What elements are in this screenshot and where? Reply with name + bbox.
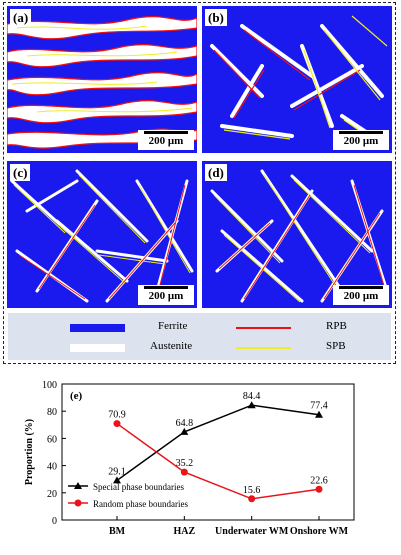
micrograph-panel-d: (d) 200 μm [202, 161, 392, 308]
series-1-data-label-3: 22.6 [310, 475, 328, 486]
legend-label-0: Special phase boundaries [93, 482, 184, 492]
phase-legend: Ferrite Austenite RPB SPB [8, 313, 391, 360]
spb-line [236, 347, 291, 349]
series-1-data-label-1: 35.2 [176, 458, 194, 469]
y-tick-label-2: 40 [47, 462, 57, 473]
micrograph-panel-c: (c) 200 μm [7, 161, 197, 308]
series-1-data-label-2: 15.6 [243, 485, 261, 496]
series-line-0 [116, 404, 320, 482]
panel-label-c: (c) [10, 164, 31, 181]
series-1-point-2 [248, 495, 256, 503]
scalebar-label-c: 200 μm [148, 290, 184, 302]
series-1-point-0 [113, 420, 121, 428]
y-tick-label-0: 0 [52, 516, 57, 527]
series-line-1 [116, 422, 320, 500]
proportion-chart: 0 20 40 60 80 100 BM HAZ Underwater WM Onshore WM… [0, 372, 401, 550]
series-1-point-1 [180, 468, 188, 476]
series-0-point-0 [113, 476, 121, 484]
rpb-label: RPB [326, 320, 347, 332]
legend-label-1: Random phase boundaries [93, 499, 188, 509]
series-0-data-label-0: 29.1 [108, 466, 126, 477]
x-tick-label-2: Underwater WM [215, 526, 289, 537]
series-0-data-label-1: 64.8 [176, 418, 194, 429]
micrograph-image-b [202, 6, 392, 153]
series-1-point-3 [315, 485, 323, 493]
y-tick-label-1: 20 [47, 489, 57, 500]
scalebar-label-d: 200 μm [343, 290, 379, 302]
panel-label-b: (b) [205, 9, 227, 26]
ferrite-swatch [70, 324, 125, 332]
austenite-swatch [70, 344, 125, 352]
panel-label-a: (a) [10, 9, 32, 26]
spb-label: SPB [326, 340, 346, 352]
rpb-line [236, 327, 291, 329]
scalebar-c: 200 μm [138, 285, 194, 305]
scalebar-a: 200 μm [138, 130, 194, 150]
y-tick-label-3: 60 [47, 434, 57, 445]
x-tick-label-1: HAZ [173, 526, 195, 537]
scalebar-label-a: 200 μm [148, 135, 184, 147]
micrograph-panel-a: (a) 200 μm [7, 6, 197, 153]
scalebar-b: 200 μm [333, 130, 389, 150]
series-0-point-3 [315, 410, 323, 418]
austenite-label: Austenite [150, 340, 193, 352]
x-tick-label-0: BM [109, 526, 126, 537]
plot-frame [61, 383, 355, 521]
y-axis-label: Proportion (%) [24, 419, 35, 485]
micrograph-image-d [202, 161, 392, 308]
micrograph-figure: (a) 200 μm (b) 200 μm [3, 2, 396, 364]
y-tick-label-5: 100 [42, 380, 57, 391]
chart-panel-label: (e) [70, 390, 83, 402]
scalebar-d: 200 μm [333, 285, 389, 305]
proportion-chart-svg: 0 20 40 60 80 100 BM HAZ Underwater WM Onshore WM… [24, 380, 355, 537]
series-1-data-label-0: 70.9 [108, 410, 126, 421]
series-0-point-1 [180, 427, 189, 435]
micrograph-image-c [7, 161, 197, 308]
legend-marker-0 [74, 482, 82, 489]
series-0-point-2 [247, 401, 256, 409]
series-0-data-label-2: 84.4 [243, 391, 261, 402]
scalebar-label-b: 200 μm [343, 135, 379, 147]
legend-marker-1 [74, 499, 82, 507]
panel-label-d: (d) [205, 164, 227, 181]
series-0-data-label-3: 77.4 [310, 401, 328, 412]
ferrite-label: Ferrite [158, 320, 188, 332]
x-tick-label-3: Onshore WM [290, 526, 349, 537]
y-tick-label-4: 80 [47, 407, 57, 418]
micrograph-panel-b: (b) 200 μm [202, 6, 392, 153]
